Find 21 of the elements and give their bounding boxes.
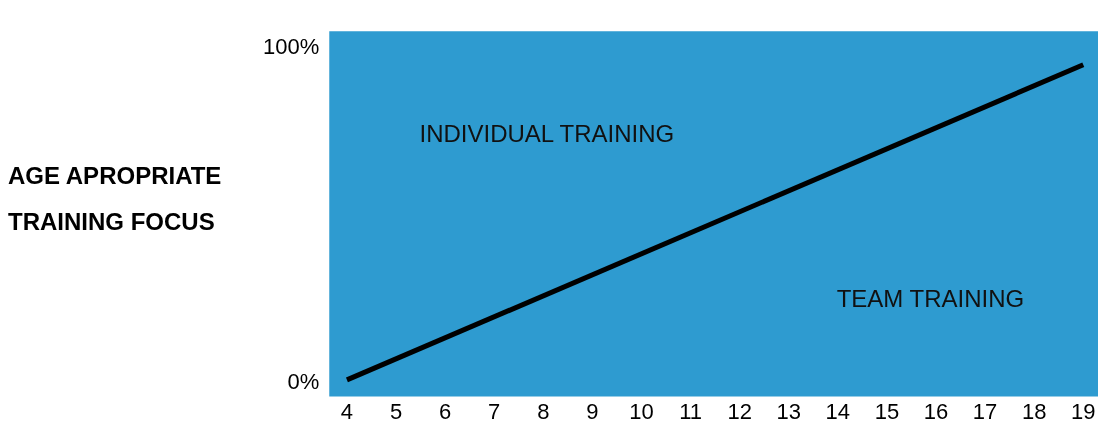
x-tick-label: 6 (438, 398, 452, 424)
x-tick-label: 8 (537, 398, 550, 424)
x-tick-label: 14 (825, 398, 851, 424)
x-tick-label: 16 (923, 398, 949, 424)
x-tick-label: 18 (1021, 398, 1047, 424)
x-tick-label: 10 (629, 398, 654, 424)
x-tick-label: 13 (776, 398, 801, 424)
x-tick-label: 11 (679, 398, 702, 424)
x-tick-label: 5 (389, 398, 403, 424)
y-tick-label: 100% (262, 34, 320, 60)
annotation: INDIVIDUAL TRAINING (419, 119, 675, 147)
annotation: TEAM TRAINING (836, 285, 1025, 313)
x-tick-label: 17 (972, 398, 998, 424)
x-tick-label: 9 (586, 398, 599, 424)
y-tick-label: 0% (287, 369, 320, 395)
x-tick-label: 4 (340, 398, 354, 424)
x-tick-label: 7 (488, 398, 501, 424)
x-tick-label: 15 (874, 398, 900, 424)
x-tick-label: 19 (1071, 398, 1096, 424)
x-tick-label: 12 (727, 398, 752, 424)
y-axis-title: AGE APROPRIATE TRAINING FOCUS (8, 160, 223, 237)
